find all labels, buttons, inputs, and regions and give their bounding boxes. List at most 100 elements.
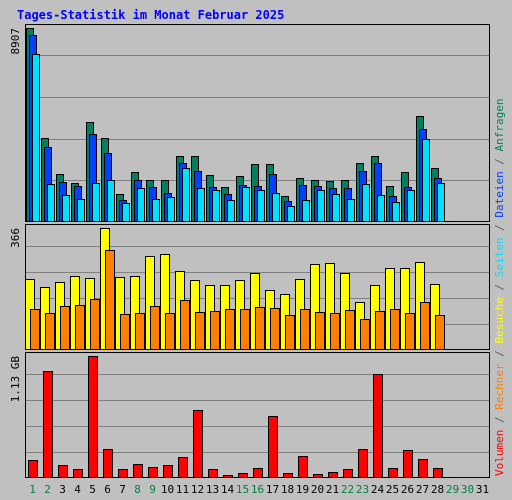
x-label-day-18: 18 [281,483,294,496]
x-label-day-10: 10 [161,483,174,496]
bar-seiten-day-16 [257,190,265,222]
panel-frame [25,24,490,222]
x-label-day-26: 26 [401,483,414,496]
x-label-day-5: 5 [89,483,96,496]
bar-seiten-day-8 [137,188,145,222]
legend-entry: Anfragen [493,98,506,151]
x-label-day-9: 9 [149,483,156,496]
bar-seiten-day-18 [287,206,295,222]
bar-seiten-day-1 [32,54,40,222]
bar-seiten-day-19 [302,200,310,222]
bar-rechner-day-17 [270,308,280,350]
x-label-day-8: 8 [134,483,141,496]
bar-rechner-day-13 [210,311,220,350]
bar-rechner-day-6 [105,250,115,350]
bar-seiten-day-7 [122,203,130,222]
bar-seiten-day-22 [347,199,355,222]
legend-entry: / [493,151,506,171]
bar-volumen-day-13 [208,469,218,478]
x-label-day-14: 14 [221,483,235,496]
x-axis-labels: 1 2 3 4 5 6 7 8 9 10 11 12 13 14 15 16 17 18 19 20 21 22 23 24 2… [29,483,489,496]
bar-volumen-day-16 [253,468,263,478]
bar-rechner-day-8 [135,313,145,350]
panel-top: 8907 [9,24,490,222]
bar-rechner-day-27 [420,302,430,350]
bar-seiten-day-24 [377,195,385,222]
bar-volumen-day-27 [418,459,428,478]
x-label-day-1: 1 [29,483,36,496]
x-label-day-19: 19 [296,483,309,496]
bar-volumen-day-10 [163,465,173,478]
bar-rechner-day-5 [90,299,100,350]
bar-seiten-day-5 [92,183,100,222]
legend-entry: / [493,277,506,297]
bar-rechner-day-28 [435,315,445,350]
x-label-day-30: 30 [461,483,474,496]
bar-rechner-day-10 [165,313,175,350]
bar-volumen-day-3 [58,465,68,478]
panel-bottom: 1.13 GB [9,352,490,478]
bar-seiten-day-13 [212,190,220,222]
bar-seiten-day-3 [62,195,70,222]
x-label-day-29: 29 [446,483,459,496]
legend-entry: Besuche [493,297,506,343]
bar-rechner-day-23 [360,319,370,350]
bar-rechner-day-1 [30,309,40,350]
x-label-day-15: 15 [236,483,249,496]
legend-entry: / [493,410,506,430]
bar-seiten-day-11 [182,168,190,222]
legend-entry: / [493,218,506,238]
bar-rechner-day-21 [330,313,340,350]
legend-entry: Rechner [493,363,506,410]
bar-seiten-day-10 [167,197,175,222]
bar-volumen-day-15 [238,473,248,478]
bar-rechner-day-22 [345,310,355,350]
bar-volumen-day-25 [388,468,398,478]
bar-rechner-day-4 [75,305,85,350]
legend-entry: / [493,344,506,364]
bar-seiten-day-23 [362,184,370,222]
bar-volumen-day-28 [433,468,443,478]
chart-title: Tages-Statistik im Monat Februar 2025 [17,8,284,22]
bar-rechner-day-25 [390,309,400,350]
bar-volumen-day-19 [298,456,308,478]
bar-volumen-day-12 [193,410,203,478]
bar-rechner-day-9 [150,306,160,350]
legend-entry: Seiten [493,238,506,278]
chart-panels: 8907 366 1.13 GB [9,24,490,478]
bar-volumen-day-21 [328,472,338,478]
x-label-day-22: 22 [341,483,354,496]
x-label-day-20: 20 [311,483,324,496]
bar-seiten-day-20 [317,190,325,222]
bar-seiten-day-9 [152,199,160,222]
bar-rechner-day-16 [255,307,265,350]
bar-volumen-day-5 [88,356,98,478]
bar-seiten-day-27 [422,139,430,222]
bar-seiten-day-2 [47,184,55,222]
panel-frame [25,224,490,350]
bar-volumen-day-23 [358,449,368,478]
x-label-day-28: 28 [431,483,444,496]
bar-volumen-day-4 [73,469,83,478]
bar-seiten-day-4 [77,199,85,222]
x-label-day-2: 2 [44,483,51,496]
bar-rechner-day-26 [405,313,415,350]
bar-volumen-day-24 [373,374,383,478]
x-label-day-21: 21 [326,483,339,496]
bar-seiten-day-17 [272,193,280,222]
series-legend: Volumen / Rechner / Besuche / Seiten / D… [493,98,506,476]
bar-rechner-day-11 [180,300,190,350]
bar-rechner-day-3 [60,306,70,350]
x-label-day-4: 4 [74,483,81,496]
bar-rechner-day-24 [375,311,385,350]
bar-rechner-day-7 [120,314,130,350]
bar-seiten-day-15 [242,187,250,222]
bar-volumen-day-9 [148,467,158,478]
bar-seiten-day-12 [197,188,205,222]
bar-seiten-day-6 [107,180,115,222]
y-max-label: 8907 [9,28,22,55]
y-max-label: 1.13 GB [9,356,22,403]
bar-rechner-day-20 [315,312,325,350]
bar-rechner-day-14 [225,309,235,350]
